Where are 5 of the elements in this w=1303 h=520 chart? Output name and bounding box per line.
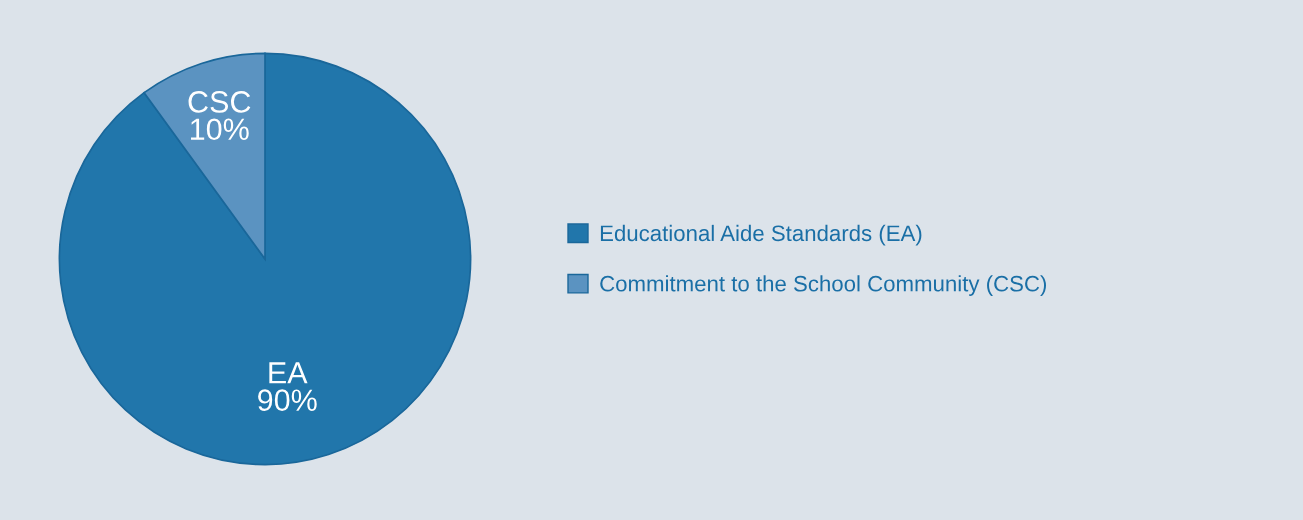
legend-label: Educational Aide Standards (EA) [600,224,922,246]
data-label: CSC 10% [188,91,251,141]
legend-label: Commitment to the School Community (CSC) [600,275,1047,296]
data-label: EA 90% [258,362,317,412]
pie-slice [58,52,472,466]
